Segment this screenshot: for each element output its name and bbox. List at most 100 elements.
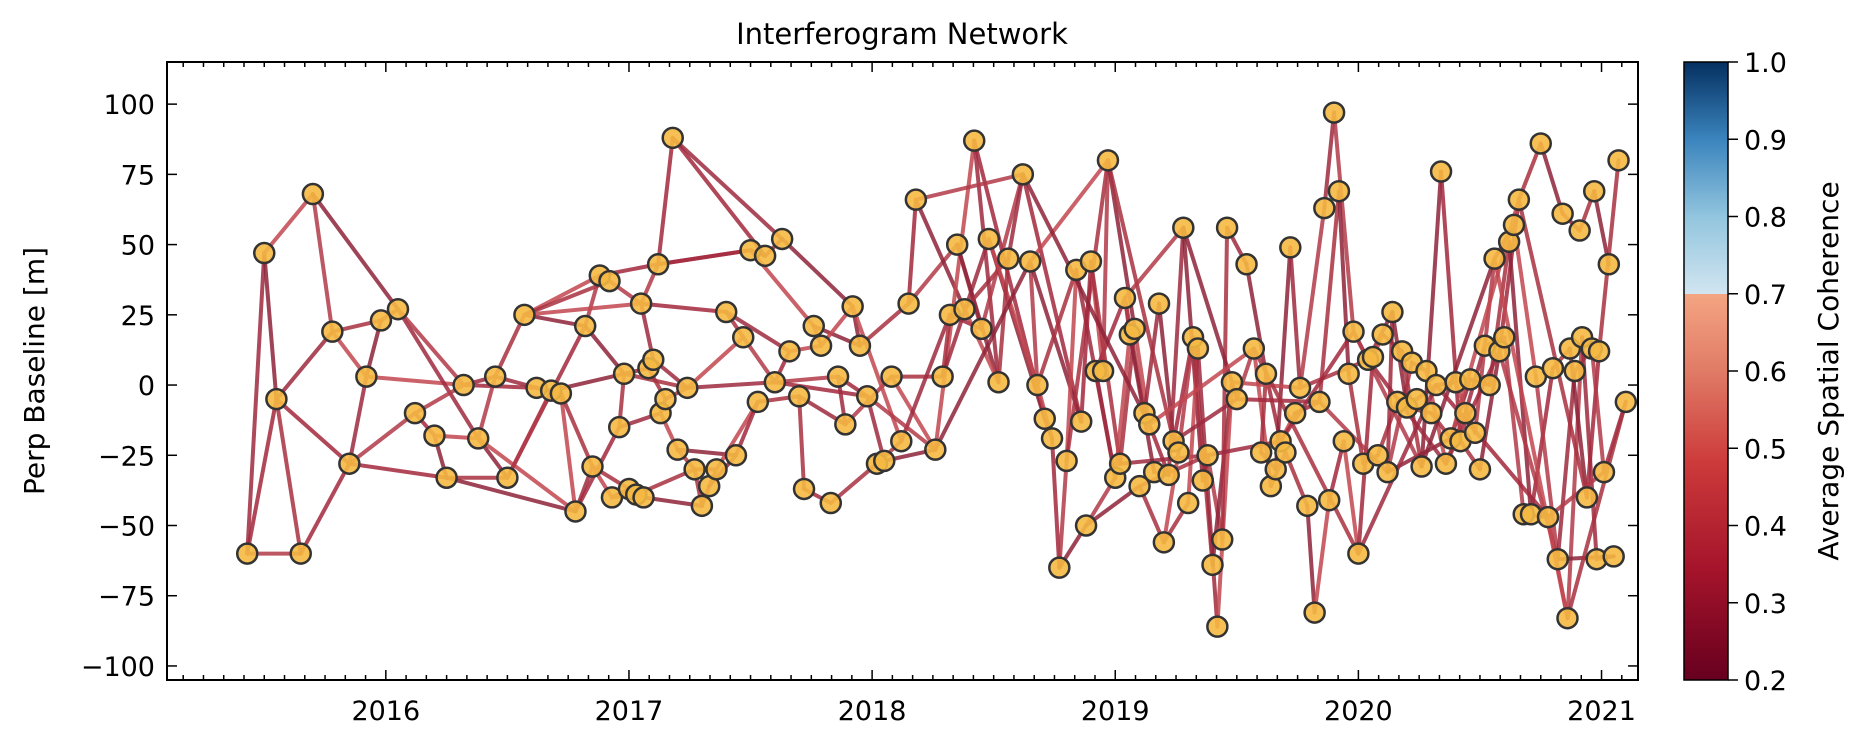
acquisition-point (1410, 455, 1433, 478)
colorbar-ticks: 1.0 0.9 0.8 0.7 0.6 0.5 0.4 0.3 0.2 (1728, 48, 1787, 697)
interferogram-edge (656, 248, 753, 267)
acquisition-point (642, 348, 665, 372)
acquisition-point (873, 449, 896, 473)
acquisition-point (1322, 101, 1346, 124)
acquisition-point (1429, 160, 1453, 183)
interferogram-edge (1205, 453, 1225, 542)
colorbar-tick-label: 0.4 (1744, 512, 1787, 543)
interferogram-edge (1298, 357, 1371, 390)
acquisition-point (778, 340, 801, 363)
acquisition-nodes (235, 101, 1638, 638)
acquisition-point (1587, 340, 1611, 363)
acquisition-point (997, 247, 1020, 270)
acquisition-point (1597, 253, 1621, 276)
acquisition-point (661, 126, 684, 150)
acquisition-point (253, 241, 276, 265)
interferogram-edge (1181, 225, 1234, 385)
acquisition-point (301, 182, 325, 206)
interferogram-edge (558, 391, 578, 514)
acquisition-point (321, 320, 344, 343)
interferogram-edge (347, 411, 418, 466)
interferogram-edge (444, 475, 578, 514)
acquisition-point (1283, 401, 1307, 425)
acquisition-point (1454, 401, 1477, 425)
interferogram-edge (899, 312, 952, 444)
acquisition-point (289, 542, 312, 565)
acquisition-point (1147, 292, 1171, 315)
interferogram-edge (558, 391, 595, 469)
acquisition-point (573, 314, 597, 338)
acquisition-point (1317, 488, 1341, 512)
colorbar-tick-label: 0.3 (1744, 589, 1787, 620)
acquisition-point (235, 542, 259, 565)
acquisition-point (654, 387, 677, 411)
colorbar (1683, 61, 1729, 681)
interferogram-edge (1305, 503, 1317, 615)
acquisition-point (1313, 196, 1336, 220)
acquisition-point (1079, 250, 1103, 273)
acquisition-point (1091, 359, 1115, 383)
acquisition-point (1420, 401, 1443, 425)
acquisition-point (629, 292, 653, 315)
y-tick-label: 25 (121, 301, 155, 332)
colorbar-tick-label: 0.5 (1744, 434, 1787, 465)
interferogram-edge (639, 301, 729, 315)
acquisition-point (1371, 323, 1394, 346)
acquisition-point (1303, 601, 1326, 624)
acquisition-point (1493, 326, 1516, 349)
acquisition-point (770, 227, 794, 251)
interferogram-edge (274, 397, 352, 466)
acquisition-point (714, 300, 738, 324)
interferogram-edge (1006, 172, 1025, 261)
acquisition-point (1157, 463, 1180, 487)
x-axis-ticks: 2016 2017 2018 2019 2020 2021 (182, 62, 1636, 727)
acquisition-point (1254, 362, 1278, 386)
acquisition-point (962, 129, 986, 152)
interferogram-edge (1122, 225, 1186, 300)
acquisition-point (724, 444, 748, 467)
interferogram-edge (772, 380, 870, 399)
acquisition-point (1242, 337, 1266, 360)
acquisition-point (1176, 491, 1200, 515)
interferogram-edge (1565, 399, 1628, 621)
interferogram-edge (972, 138, 1001, 385)
acquisition-point (646, 253, 670, 276)
interferogram-edge (1105, 158, 1176, 444)
interferogram-edge (670, 135, 768, 258)
interferogram-edge (395, 307, 481, 441)
acquisition-point (1361, 345, 1385, 369)
acquisition-point (848, 334, 872, 357)
interferogram-edge (1546, 470, 1606, 520)
acquisition-point (746, 390, 770, 414)
acquisition-point (1327, 179, 1351, 203)
acquisition-point (1541, 356, 1565, 380)
y-tick-label: −75 (98, 582, 155, 613)
acquisition-point (855, 385, 879, 408)
acquisition-point (549, 382, 573, 405)
interferogram-edge (955, 242, 1001, 385)
acquisition-point (1332, 429, 1356, 453)
acquisition-point (1264, 458, 1287, 481)
acquisition-point (1138, 413, 1161, 436)
interferogram-edge (1093, 295, 1127, 373)
acquisition-point (1556, 606, 1579, 630)
acquisition-point (1033, 407, 1056, 431)
acquisition-point (834, 413, 857, 436)
acquisition-point (1225, 387, 1249, 411)
acquisition-point (1546, 547, 1570, 571)
acquisition-point (1074, 514, 1098, 537)
y-tick-label: 100 (103, 90, 155, 121)
interferogram-edge (1064, 267, 1079, 463)
interferogram-edge (1511, 222, 1538, 379)
acquisition-point (1172, 216, 1195, 239)
acquisition-point (483, 365, 507, 388)
interferogram-edge (913, 172, 1025, 202)
interferogram-edge (685, 380, 777, 390)
interferogram-edge (670, 135, 785, 241)
colorbar-tick-label: 0.7 (1744, 280, 1787, 311)
acquisition-point (1536, 505, 1560, 529)
interferogram-edge (395, 307, 466, 388)
x-tick-label: 2019 (1081, 696, 1150, 727)
interferogram-edge (1020, 172, 1152, 427)
acquisition-point (1568, 219, 1591, 242)
